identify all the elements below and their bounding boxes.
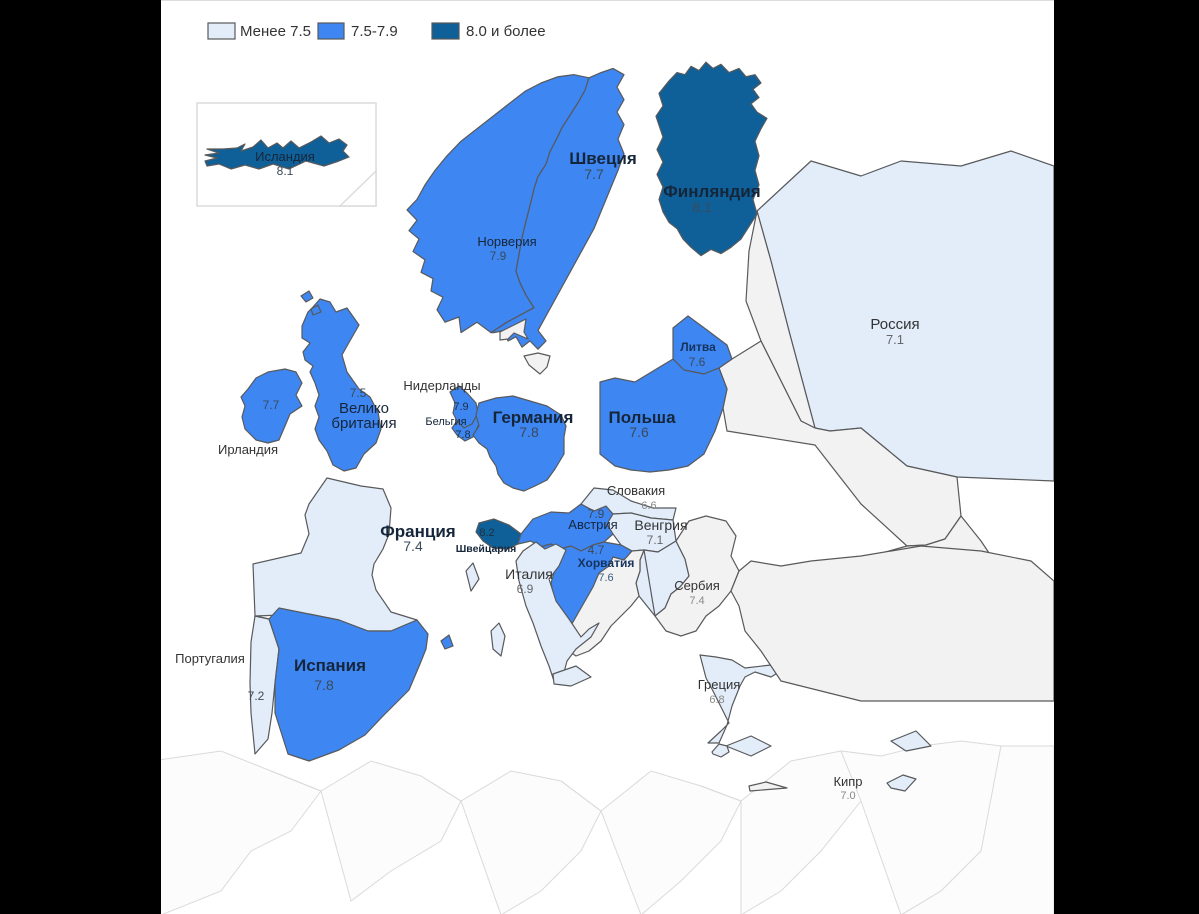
svg-text:7.6: 7.6 [689,355,706,369]
svg-text:7.6: 7.6 [598,572,613,584]
svg-text:7.0: 7.0 [840,790,855,802]
svg-text:Хорватия: Хорватия [578,556,635,570]
svg-text:Швейцария: Швейцария [456,543,517,555]
svg-text:Норверия: Норверия [477,234,536,249]
svg-text:7.1: 7.1 [886,332,904,347]
svg-text:британия: британия [331,415,396,432]
svg-text:Венгрия: Венгрия [634,517,687,533]
svg-text:7.8: 7.8 [314,677,334,693]
svg-text:Финляндия: Финляндия [663,182,760,201]
svg-text:7.9: 7.9 [490,249,507,263]
svg-text:Россия: Россия [870,316,919,333]
svg-text:Словакия: Словакия [607,483,665,498]
svg-text:7.9: 7.9 [588,507,605,521]
svg-text:8.0 и более: 8.0 и более [466,23,546,40]
svg-text:Сербия: Сербия [674,578,720,593]
svg-text:7.8: 7.8 [455,429,470,441]
svg-text:Испания: Испания [294,656,366,675]
svg-text:Менее 7.5: Менее 7.5 [240,23,311,40]
svg-text:7.4: 7.4 [689,595,704,607]
svg-text:6.9: 6.9 [517,582,534,596]
svg-text:Литва: Литва [680,340,716,354]
svg-text:6.6: 6.6 [641,500,656,512]
svg-text:7.2: 7.2 [248,689,265,703]
svg-text:7.1: 7.1 [647,533,664,547]
svg-text:7.5-7.9: 7.5-7.9 [351,23,398,40]
svg-text:Ирландия: Ирландия [218,442,278,457]
svg-text:7.4: 7.4 [403,538,423,554]
svg-text:Италия: Италия [505,566,553,582]
svg-text:7.5: 7.5 [350,386,367,400]
svg-text:7.9: 7.9 [453,401,468,413]
svg-text:Бельгия: Бельгия [425,416,466,428]
svg-text:7.7: 7.7 [584,166,604,182]
svg-text:4.7: 4.7 [588,543,605,557]
svg-text:7.8: 7.8 [519,424,539,440]
svg-text:Греция: Греция [698,677,741,692]
svg-text:Кипр: Кипр [833,774,862,789]
svg-text:8.1: 8.1 [277,164,294,178]
svg-text:6.8: 6.8 [709,694,724,706]
svg-text:7.7: 7.7 [263,398,280,412]
svg-text:Португалия: Португалия [175,651,245,666]
svg-text:Нидерланды: Нидерланды [403,378,480,393]
svg-text:7.6: 7.6 [629,424,649,440]
svg-text:8.2: 8.2 [479,527,494,539]
svg-text:8.1: 8.1 [692,199,712,215]
svg-text:Исландия: Исландия [255,149,315,164]
